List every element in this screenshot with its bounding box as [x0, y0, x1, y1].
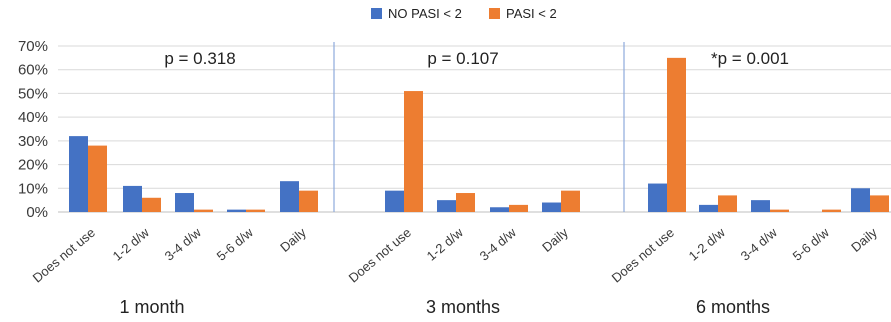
category-label: 3-4 d/w	[162, 224, 205, 263]
group-dividers	[333, 42, 625, 212]
bar-no-pasi	[542, 202, 561, 212]
y-tick-label: 0%	[26, 204, 48, 221]
bar-no-pasi	[385, 190, 404, 212]
y-tick-label: 10%	[18, 180, 48, 197]
category-label: Daily	[848, 224, 880, 254]
bar-pasi	[404, 91, 423, 212]
bar-no-pasi	[437, 200, 456, 212]
legend-swatch-no-pasi	[371, 8, 382, 19]
category-label: 3-4 d/w	[477, 224, 520, 263]
legend: NO PASI < 2 PASI < 2	[371, 6, 557, 21]
category-label: 3-4 d/w	[738, 224, 781, 263]
category-label: Daily	[277, 224, 309, 254]
bar-no-pasi	[280, 181, 299, 212]
bar-no-pasi	[69, 136, 88, 212]
group-label: 3 months	[426, 297, 500, 317]
bar-no-pasi	[851, 188, 870, 212]
y-tick-label: 60%	[18, 62, 48, 79]
category-label: 1-2 d/w	[424, 224, 467, 263]
bar-no-pasi	[699, 204, 718, 212]
legend-swatch-pasi	[489, 8, 500, 19]
category-label: 5-6 d/w	[214, 224, 257, 263]
category-label: Does not use	[30, 225, 98, 286]
bar-no-pasi	[490, 207, 509, 212]
gridlines	[58, 45, 891, 213]
y-tick-label: 50%	[18, 85, 48, 102]
category-labels: Does not use 1-2 d/w 3-4 d/w 5-6 d/w Daily Do…	[30, 224, 881, 285]
bar-pasi	[88, 145, 107, 212]
bar-pasi	[822, 209, 841, 212]
group-labels: 1 month p = 0.318 3 months p = 0.107 6 month…	[119, 49, 789, 317]
p-value-label: p = 0.318	[164, 49, 235, 68]
bar-no-pasi	[175, 193, 194, 212]
bar-pasi	[456, 193, 475, 212]
category-label: 5-6 d/w	[790, 224, 833, 263]
bars	[69, 57, 889, 212]
bar-no-pasi	[648, 183, 667, 212]
y-tick-label: 30%	[18, 133, 48, 150]
bar-no-pasi	[123, 185, 142, 212]
bar-pasi	[561, 190, 580, 212]
y-tick-label: 20%	[18, 157, 48, 174]
category-label: Daily	[539, 224, 571, 254]
y-tick-label: 40%	[18, 109, 48, 126]
bar-pasi	[667, 57, 686, 212]
bar-pasi	[299, 190, 318, 212]
bar-pasi	[142, 197, 161, 212]
bar-pasi	[194, 209, 213, 212]
legend-label-pasi: PASI < 2	[506, 6, 557, 21]
y-tick-label: 70%	[18, 38, 48, 55]
bar-pasi	[870, 195, 889, 212]
bar-pasi	[509, 204, 528, 212]
category-label: 1-2 d/w	[110, 224, 153, 263]
legend-label-no-pasi: NO PASI < 2	[388, 6, 462, 21]
bar-pasi	[770, 209, 789, 212]
bar-no-pasi	[751, 200, 770, 212]
group-label: 6 months	[696, 297, 770, 317]
bar-no-pasi	[227, 209, 246, 212]
category-label: 1-2 d/w	[686, 224, 729, 263]
p-value-label: *p = 0.001	[711, 49, 789, 68]
group-label: 1 month	[119, 297, 184, 317]
p-value-label: p = 0.107	[427, 49, 498, 68]
y-axis-ticks: 0% 10% 20% 30% 40% 50% 60% 70%	[18, 38, 48, 221]
category-label: Does not use	[609, 225, 677, 286]
category-label: Does not use	[346, 225, 414, 286]
bar-pasi	[246, 209, 265, 212]
bar-pasi	[718, 195, 737, 212]
